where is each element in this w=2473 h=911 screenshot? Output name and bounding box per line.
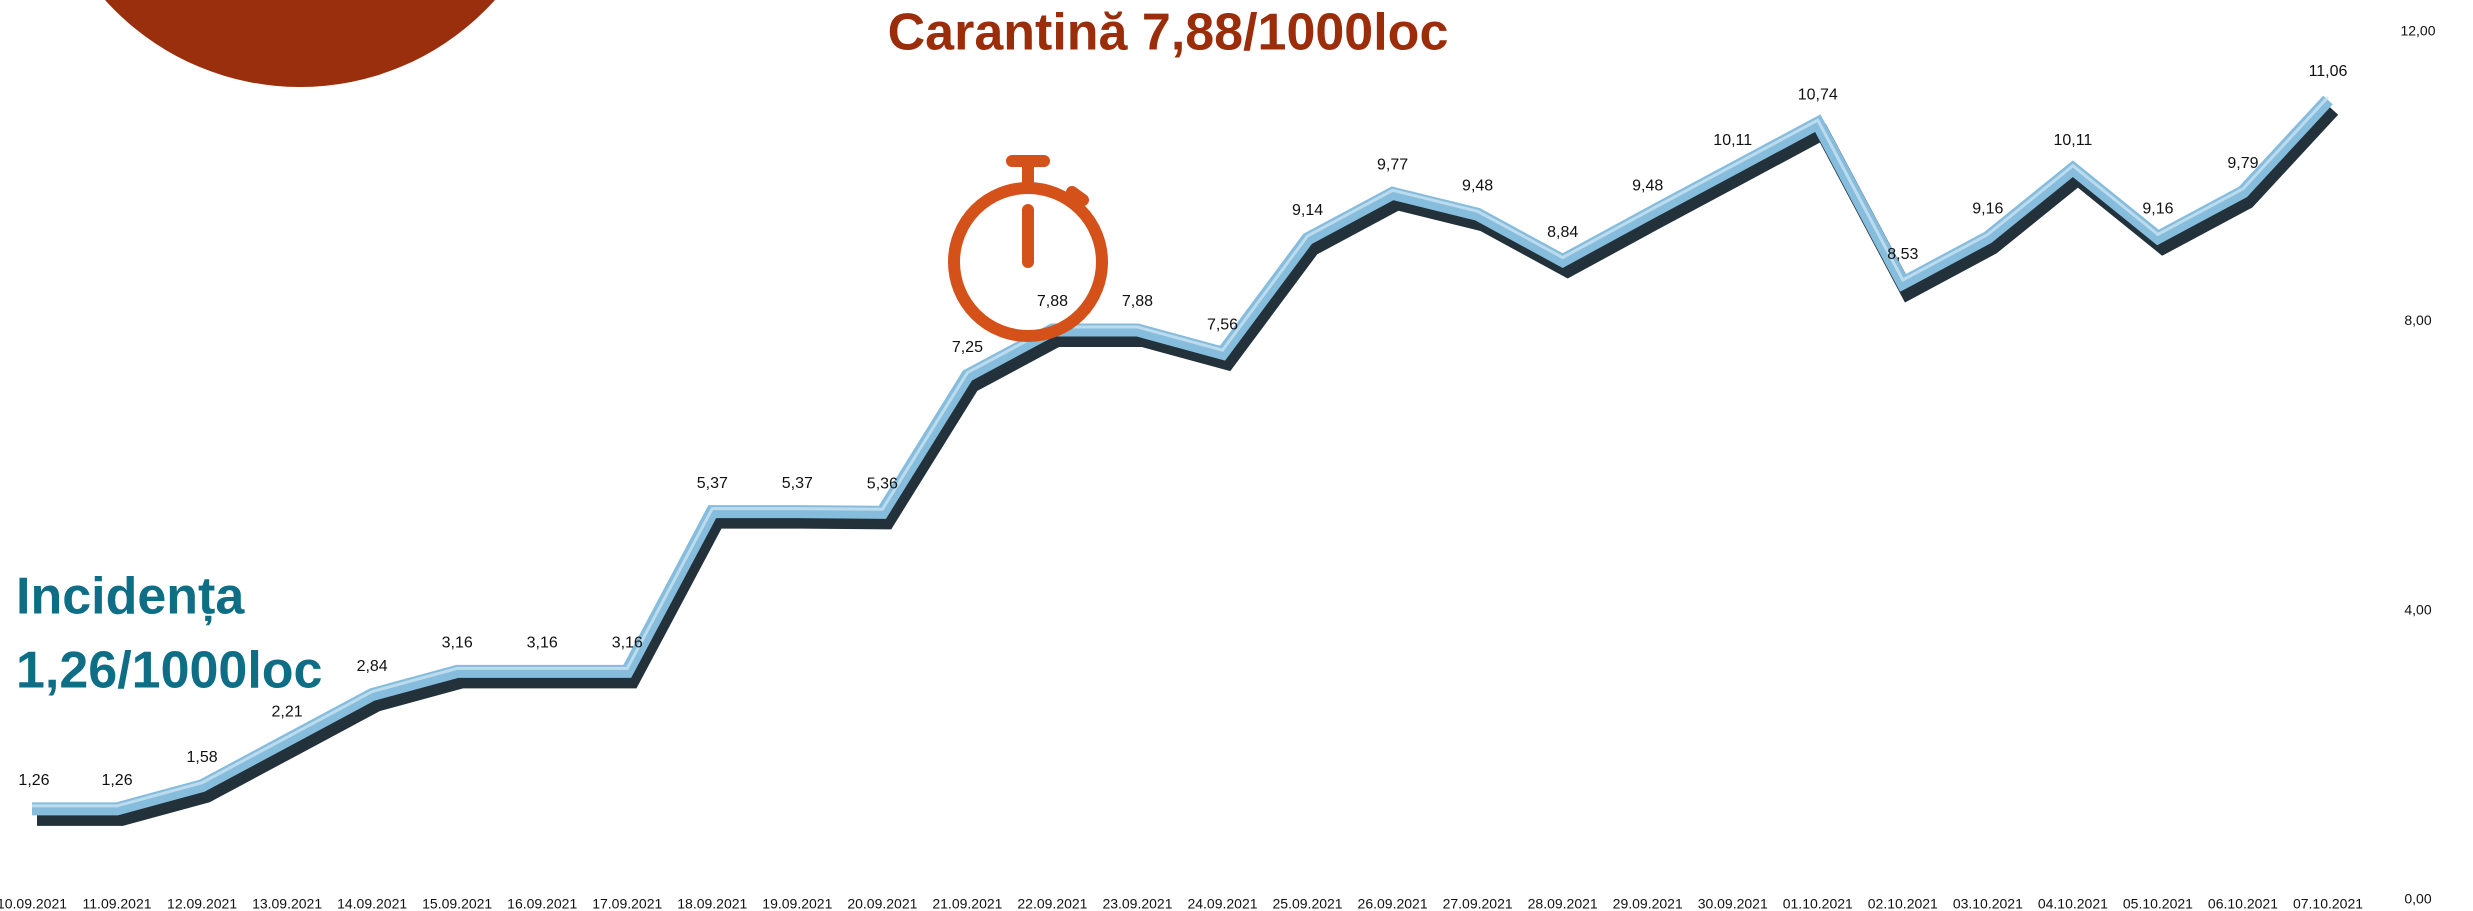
x-tick-label: 23.09.2021 xyxy=(1102,896,1172,911)
data-label: 9,48 xyxy=(1632,177,1663,194)
data-label: 9,16 xyxy=(1972,201,2003,218)
x-tick-label: 04.10.2021 xyxy=(2038,896,2108,911)
data-label: 3,16 xyxy=(442,635,473,652)
data-label: 2,21 xyxy=(272,703,303,720)
x-tick-label: 16.09.2021 xyxy=(507,896,577,911)
x-tick-label: 03.10.2021 xyxy=(1953,896,2023,911)
x-tick-label: 13.09.2021 xyxy=(252,896,322,911)
data-label: 5,36 xyxy=(867,476,898,493)
data-label: 10,74 xyxy=(1798,86,1838,103)
data-label: 7,25 xyxy=(952,339,983,356)
data-label: 9,14 xyxy=(1292,202,1323,219)
x-tick-label: 18.09.2021 xyxy=(677,896,747,911)
x-tick-label: 14.09.2021 xyxy=(337,896,407,911)
chart-title: Carantină 7,88/1000loc xyxy=(888,4,1449,62)
x-tick-label: 28.09.2021 xyxy=(1528,896,1598,911)
x-tick-label: 25.09.2021 xyxy=(1273,896,1343,911)
data-label: 9,16 xyxy=(2142,201,2173,218)
x-tick-label: 07.10.2021 xyxy=(2293,896,2363,911)
data-label: 1,26 xyxy=(101,772,132,789)
data-label: 11,06 xyxy=(2309,63,2348,80)
line xyxy=(32,95,2333,816)
x-tick-label: 21.09.2021 xyxy=(932,896,1002,911)
x-tick-label: 10.09.2021 xyxy=(0,896,67,911)
data-label: 2,84 xyxy=(357,658,388,675)
x-tick-label: 24.09.2021 xyxy=(1187,896,1257,911)
data-label: 9,48 xyxy=(1462,177,1493,194)
x-tick-label: 05.10.2021 xyxy=(2123,896,2193,911)
data-label: 9,79 xyxy=(2227,155,2258,172)
data-label: 8,53 xyxy=(1887,246,1918,263)
data-label: 10,11 xyxy=(2053,132,2092,149)
annotation: Incidența xyxy=(16,568,245,626)
data-label: 1,26 xyxy=(18,772,49,789)
x-tick-label: 11.09.2021 xyxy=(83,896,152,911)
data-label: 7,88 xyxy=(1037,293,1068,310)
x-tick-label: 26.09.2021 xyxy=(1358,896,1428,911)
x-tick-label: 22.09.2021 xyxy=(1017,896,1087,911)
x-tick-label: 30.09.2021 xyxy=(1698,896,1768,911)
x-tick-label: 15.09.2021 xyxy=(422,896,492,911)
data-label: 7,56 xyxy=(1207,316,1238,333)
annotation: 1,26/1000loc xyxy=(16,642,322,700)
line-shadow xyxy=(37,105,2339,826)
data-label: 7,88 xyxy=(1122,293,1153,310)
data-label: 1,58 xyxy=(187,749,218,766)
x-tick-label: 02.10.2021 xyxy=(1868,896,1938,911)
y-tick-label: 8,00 xyxy=(2404,312,2431,328)
y-tick-label: 12,00 xyxy=(2400,23,2435,39)
data-label: 3,16 xyxy=(612,635,643,652)
data-label: 8,84 xyxy=(1547,224,1578,241)
data-label: 10,11 xyxy=(1713,132,1752,149)
x-tick-label: 29.09.2021 xyxy=(1613,896,1683,911)
x-tick-label: 06.10.2021 xyxy=(2208,896,2278,911)
data-label: 5,37 xyxy=(782,475,813,492)
x-tick-label: 19.09.2021 xyxy=(762,896,832,911)
line-highlight xyxy=(32,95,2330,808)
data-label: 5,37 xyxy=(697,475,728,492)
x-tick-label: 12.09.2021 xyxy=(167,896,237,911)
data-label: 9,77 xyxy=(1377,157,1408,174)
y-tick-label: 0,00 xyxy=(2404,891,2431,907)
x-tick-label: 27.09.2021 xyxy=(1443,896,1513,911)
x-tick-label: 01.10.2021 xyxy=(1783,896,1853,911)
data-label: 3,16 xyxy=(527,635,558,652)
line-group xyxy=(32,95,2339,826)
stopwatch-icon xyxy=(948,155,1108,342)
y-tick-label: 4,00 xyxy=(2404,601,2431,617)
decor-circle xyxy=(105,0,495,87)
x-tick-label: 17.09.2021 xyxy=(592,896,662,911)
label-group: 0,00 4,00 8,00 12,00 10.09.2021 11.09.2021 12.… xyxy=(0,23,2436,911)
x-tick-label: 20.09.2021 xyxy=(847,896,917,911)
